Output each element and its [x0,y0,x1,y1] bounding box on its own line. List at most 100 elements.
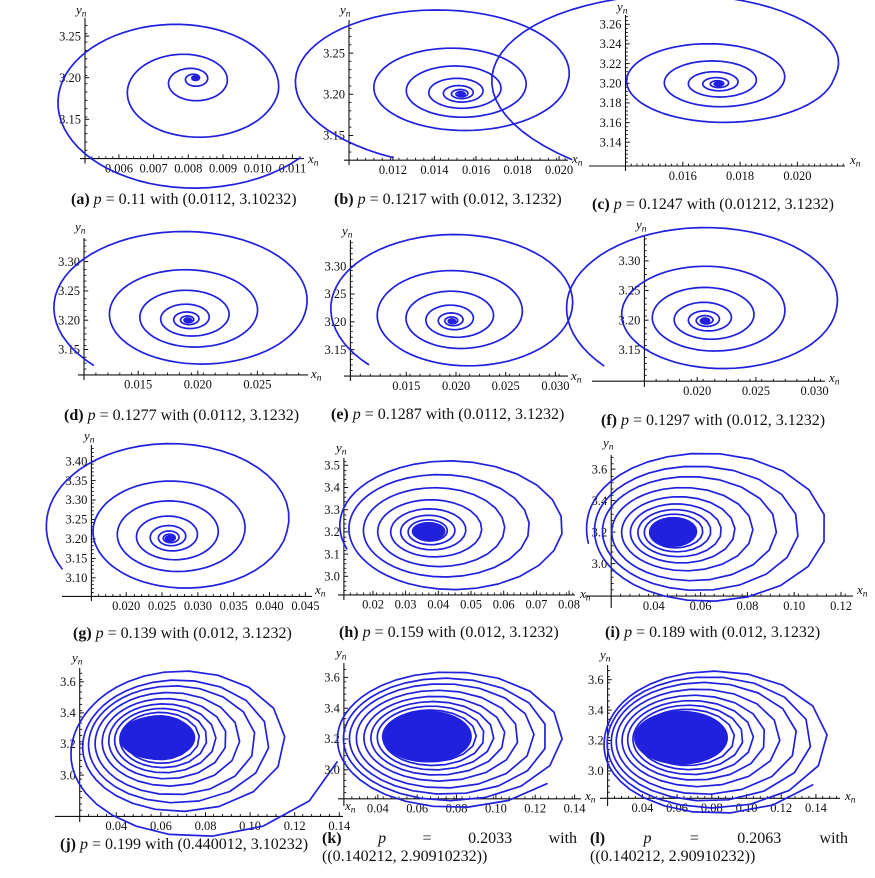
svg-text:3.15: 3.15 [66,552,88,566]
svg-text:yn: yn [598,647,611,665]
svg-text:3.5: 3.5 [324,459,340,473]
svg-text:3.20: 3.20 [325,315,347,329]
svg-text:3.6: 3.6 [324,671,340,685]
svg-text:3.25: 3.25 [619,284,641,298]
svg-text:3.4: 3.4 [60,706,76,720]
svg-text:3.2: 3.2 [324,525,340,539]
svg-text:xn: xn [579,586,591,604]
svg-text:xn: xn [584,788,596,806]
svg-text:3.22: 3.22 [600,57,622,71]
svg-text:3.15: 3.15 [59,113,81,127]
svg-text:3.20: 3.20 [600,77,622,91]
svg-text:3.2: 3.2 [588,734,604,748]
svg-text:0.14: 0.14 [328,819,351,833]
svg-text:3.2: 3.2 [324,732,340,746]
svg-text:0.025: 0.025 [492,379,520,393]
svg-text:0.018: 0.018 [503,163,531,177]
svg-text:0.04: 0.04 [105,819,128,833]
svg-text:0.030: 0.030 [800,384,828,398]
svg-text:xn: xn [307,151,319,169]
svg-text:0.020: 0.020 [545,163,573,177]
svg-text:yn: yn [82,428,95,446]
svg-text:3.15: 3.15 [619,343,641,357]
svg-text:0.020: 0.020 [442,379,470,393]
svg-text:3.16: 3.16 [600,116,622,130]
svg-text:0.020: 0.020 [683,384,711,398]
svg-text:3.30: 3.30 [325,259,347,273]
svg-text:3.30: 3.30 [66,493,88,507]
svg-text:0.015: 0.015 [124,378,152,392]
svg-text:0.04: 0.04 [643,599,666,613]
svg-text:3.0: 3.0 [592,557,608,571]
svg-text:yn: yn [615,0,628,17]
svg-text:3.25: 3.25 [325,287,347,301]
svg-text:xn: xn [344,798,356,816]
svg-text:0.016: 0.016 [462,163,490,177]
svg-text:xn: xn [849,152,861,170]
svg-text:xn: xn [856,582,868,600]
svg-text:0.10: 0.10 [485,802,507,816]
svg-text:0.08: 0.08 [195,819,217,833]
svg-text:0.08: 0.08 [446,802,468,816]
svg-text:3.3: 3.3 [324,503,340,517]
svg-text:3.20: 3.20 [66,532,88,546]
svg-text:0.03: 0.03 [395,598,417,612]
svg-text:0.12: 0.12 [830,599,852,613]
svg-text:0.014: 0.014 [420,163,449,177]
svg-text:xn: xn [314,582,326,600]
svg-text:yn: yn [70,650,83,668]
svg-text:3.24: 3.24 [600,37,623,51]
svg-text:3.25: 3.25 [59,29,81,43]
svg-text:3.15: 3.15 [58,343,80,357]
svg-text:3.40: 3.40 [66,454,88,468]
svg-text:3.1: 3.1 [324,547,340,561]
svg-text:3.25: 3.25 [58,284,80,298]
svg-text:3.25: 3.25 [323,46,345,60]
svg-text:0.14: 0.14 [805,801,828,815]
svg-text:0.045: 0.045 [291,599,319,613]
svg-text:0.12: 0.12 [284,819,306,833]
svg-text:3.0: 3.0 [588,764,604,778]
svg-text:0.040: 0.040 [255,599,283,613]
svg-text:0.14: 0.14 [564,802,587,816]
svg-text:0.020: 0.020 [783,169,811,183]
svg-text:xn: xn [571,151,583,169]
svg-text:0.05: 0.05 [460,598,482,612]
svg-text:3.35: 3.35 [66,474,88,488]
svg-text:0.007: 0.007 [140,161,168,175]
svg-text:3.6: 3.6 [60,675,76,689]
svg-text:3.14: 3.14 [600,135,623,149]
svg-text:0.06: 0.06 [493,598,515,612]
svg-text:3.26: 3.26 [600,18,622,32]
svg-text:yn: yn [73,219,86,237]
svg-text:0.06: 0.06 [690,599,712,613]
svg-text:3.25: 3.25 [66,513,88,527]
svg-text:0.10: 0.10 [783,599,805,613]
svg-text:0.020: 0.020 [112,599,140,613]
svg-text:3.30: 3.30 [619,254,641,268]
svg-text:3.30: 3.30 [58,255,80,269]
svg-text:yn: yn [74,2,87,20]
svg-text:3.10: 3.10 [66,571,88,585]
svg-text:0.018: 0.018 [726,169,754,183]
svg-text:0.02: 0.02 [362,598,384,612]
svg-text:yn: yn [334,440,347,458]
svg-text:yn: yn [338,2,351,20]
svg-text:0.011: 0.011 [279,161,307,175]
svg-text:0.025: 0.025 [742,384,770,398]
svg-text:yn: yn [334,645,347,663]
svg-text:3.20: 3.20 [59,71,81,85]
svg-text:0.12: 0.12 [770,801,792,815]
svg-text:xn: xn [828,370,840,388]
svg-text:0.08: 0.08 [558,598,580,612]
svg-text:0.04: 0.04 [631,801,654,815]
svg-text:3.20: 3.20 [58,313,80,327]
svg-text:3.6: 3.6 [592,462,608,476]
svg-text:xn: xn [570,368,582,386]
svg-text:yn: yn [340,223,353,241]
svg-text:3.15: 3.15 [325,343,347,357]
svg-text:0.06: 0.06 [150,819,172,833]
svg-text:3.15: 3.15 [323,129,345,143]
svg-text:0.030: 0.030 [184,599,212,613]
svg-text:0.035: 0.035 [220,599,248,613]
